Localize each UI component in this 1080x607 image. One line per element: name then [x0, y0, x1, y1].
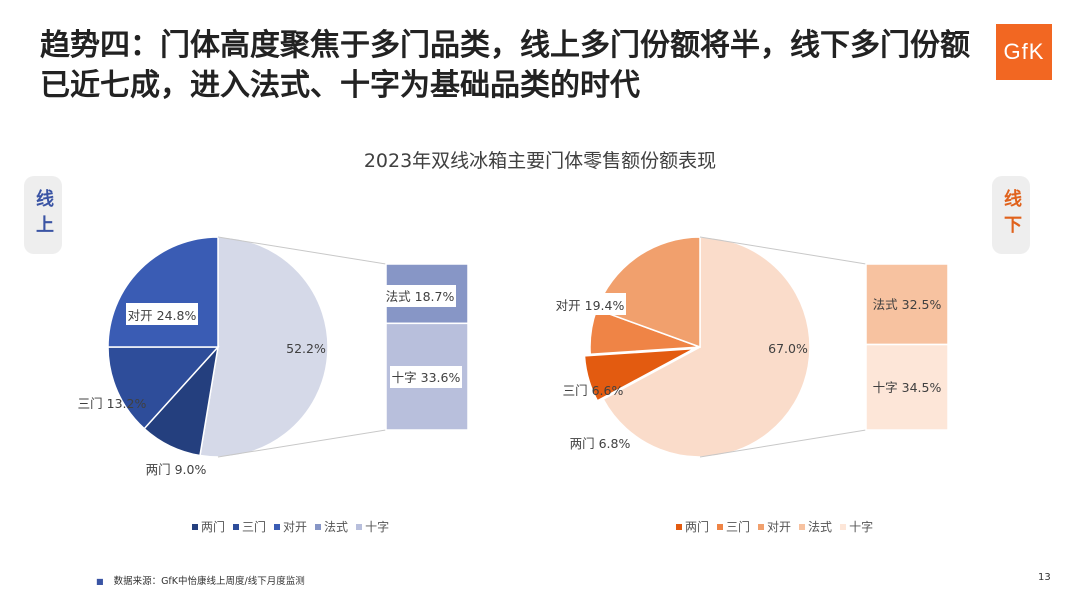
legend-label: 三门 — [726, 520, 751, 534]
legend-swatch — [840, 523, 847, 530]
legend-online: 两门 三门 对开 法式 十字 — [192, 518, 389, 535]
pie-label-两门: 两门 9.0% — [146, 462, 207, 477]
connector-line-top — [217, 236, 387, 265]
gfk-logo: GfK — [996, 24, 1052, 80]
legend-item-三门: 三门 — [233, 518, 266, 535]
bullet-icon: ■ — [96, 577, 104, 586]
source-note: ■ 数据来源：GfK中怡康线上周度/线下月度监测 — [96, 573, 305, 587]
bar-label-法式: 法式 18.7% — [386, 289, 455, 304]
bar-label-十字: 十字 34.5% — [873, 380, 942, 395]
connector-line-bottom — [217, 429, 387, 458]
legend-swatch — [758, 523, 765, 530]
legend-swatch — [192, 523, 198, 530]
legend-offline: 两门 三门 对开 法式 十字 — [676, 518, 873, 535]
pie-label-两门: 两门 6.8% — [570, 436, 631, 451]
pie-label-bg-对开 — [126, 303, 198, 325]
legend-label: 法式 — [324, 520, 349, 534]
legend-item-法式: 法式 — [799, 518, 832, 535]
bar-segment-十字 — [865, 343, 949, 431]
connector-line-top — [699, 236, 867, 265]
legend-label: 三门 — [242, 520, 267, 534]
bar-label-法式: 法式 32.5% — [873, 297, 942, 312]
bar-label-bg-法式 — [384, 285, 456, 307]
legend-item-对开: 对开 — [274, 518, 307, 535]
pie-label-三门: 三门 6.6% — [563, 383, 624, 398]
legend-label: 两门 — [685, 520, 710, 534]
tag-offline: 线下 — [992, 176, 1030, 254]
legend-swatch — [799, 523, 806, 530]
source-text: 数据来源：GfK中怡康线上周度/线下月度监测 — [113, 576, 305, 587]
legend-swatch — [676, 523, 682, 530]
pie-slice-三门 — [107, 346, 220, 430]
legend-item-法式: 法式 — [315, 518, 348, 535]
chart-title: 2023年双线冰箱主要门体零售额份额表现 — [363, 150, 717, 172]
pie-label-多门: 67.0% — [768, 341, 808, 356]
bar-segment-法式 — [865, 263, 949, 346]
legend-label: 法式 — [808, 520, 833, 534]
legend-swatch — [274, 523, 281, 530]
legend-item-对开: 对开 — [758, 518, 791, 535]
pie-label-多门: 52.2% — [286, 341, 326, 356]
legend-swatch — [717, 523, 724, 530]
pie-label-bg-对开 — [554, 293, 626, 315]
legend-label: 十字 — [365, 520, 390, 534]
pie-label-对开: 对开 19.4% — [556, 298, 625, 313]
legend-label: 对开 — [283, 520, 308, 534]
legend-item-两门: 两门 — [676, 518, 709, 535]
bar-label-十字: 十字 33.6% — [392, 370, 461, 385]
legend-swatch — [356, 523, 363, 530]
pie-label-对开: 对开 24.8% — [128, 308, 197, 323]
pie-label-三门: 三门 13.2% — [78, 396, 147, 411]
legend-swatch — [315, 523, 322, 530]
slide-title: 趋势四：门体高度聚焦于多门品类，线上多门份额将半，线下多门份额已近七成，进入法式… — [40, 28, 970, 103]
pie-slice-多门 — [602, 236, 811, 458]
connector-line-bottom — [699, 429, 867, 458]
legend-label: 十字 — [849, 520, 874, 534]
legend-swatch — [233, 523, 240, 530]
tag-online: 线上 — [24, 176, 62, 254]
pie-slice-两门 — [583, 347, 695, 402]
pie-slice-对开 — [107, 236, 219, 348]
page-number: 13 — [1038, 572, 1051, 583]
legend-label: 对开 — [767, 520, 792, 534]
legend-item-十字: 十字 — [356, 518, 389, 535]
legend-item-十字: 十字 — [840, 518, 873, 535]
legend-item-两门: 两门 — [192, 518, 225, 535]
legend-item-三门: 三门 — [717, 518, 750, 535]
legend-label: 两门 — [201, 520, 226, 534]
bar-label-bg-十字 — [390, 366, 462, 388]
